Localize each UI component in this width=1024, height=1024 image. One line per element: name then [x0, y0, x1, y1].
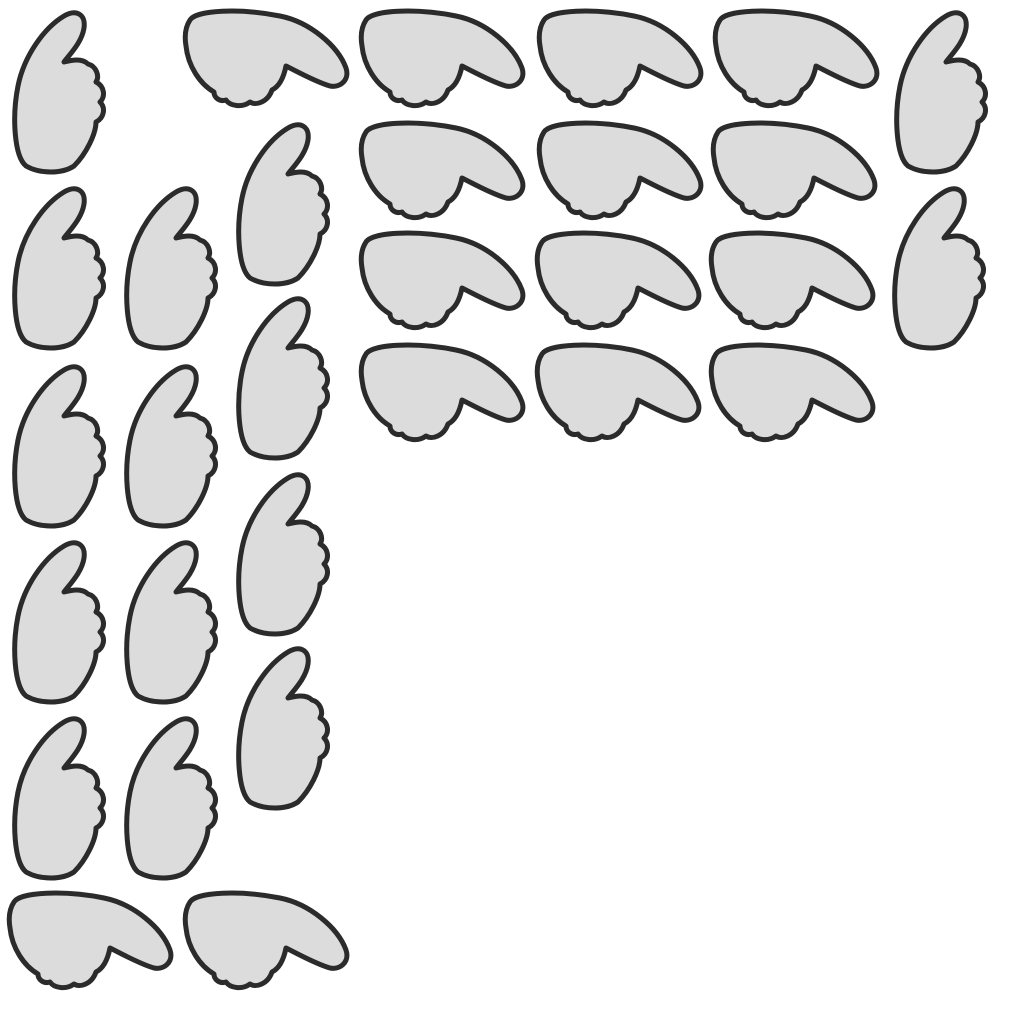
hand-pointing-up-icon: [12, 540, 106, 705]
hand-pointing-right-icon: [536, 120, 704, 221]
hand-pointing-right-icon: [6, 890, 174, 991]
hand-pointing-right-icon: [534, 342, 702, 443]
pointing-hand-icon: [228, 642, 336, 814]
pointing-hand-icon: [228, 468, 336, 640]
pointing-hand-icon: [116, 360, 224, 532]
pointing-hand-icon: [708, 118, 884, 226]
pointing-hand-icon: [532, 228, 708, 336]
pointing-hand-icon: [180, 888, 356, 996]
pointing-hand-icon: [116, 712, 224, 884]
pointing-hand-icon: [534, 118, 710, 226]
pointing-hand-icon: [4, 712, 112, 884]
hand-pointing-right-icon: [358, 230, 526, 331]
pointing-hand-icon: [228, 292, 336, 464]
pointing-hand-icon: [356, 6, 532, 114]
pointing-hand-icon: [710, 6, 886, 114]
pointing-hand-icon: [356, 118, 532, 226]
hand-pointing-right-icon: [708, 230, 876, 331]
hand-pointing-right-icon: [358, 120, 526, 221]
pointing-hand-icon: [4, 182, 112, 354]
pointing-hand-icon: [116, 536, 224, 708]
hand-pointing-up-icon: [236, 646, 330, 811]
pointing-hand-icon: [534, 6, 710, 114]
hand-pointing-up-icon: [12, 716, 106, 881]
hand-pointing-right-icon: [358, 8, 526, 109]
hand-pointing-right-icon: [712, 8, 880, 109]
pointing-hand-icon: [356, 340, 532, 448]
hand-pointing-up-icon: [12, 186, 106, 351]
hand-pointing-up-icon: [894, 10, 988, 175]
hand-pointing-up-icon: [892, 186, 986, 351]
hand-pointing-up-icon: [236, 122, 330, 287]
pointing-hand-icon: [532, 340, 708, 448]
hand-pointing-up-icon: [12, 364, 106, 529]
hand-pointing-up-icon: [124, 716, 218, 881]
pointing-hand-icon: [706, 228, 882, 336]
pointing-hand-icon: [886, 6, 994, 178]
hand-pointing-right-icon: [708, 342, 876, 443]
pointing-hand-icon: [116, 182, 224, 354]
hand-pointing-right-icon: [358, 342, 526, 443]
pointing-hand-icon: [356, 228, 532, 336]
hand-pointing-up-icon: [236, 296, 330, 461]
pointing-hand-icon: [884, 182, 992, 354]
hand-pointing-up-icon: [124, 186, 218, 351]
pointing-hand-icon: [4, 360, 112, 532]
hand-pointing-right-icon: [534, 230, 702, 331]
pointing-hand-icon: [4, 536, 112, 708]
pointing-hand-icon: [4, 888, 180, 996]
hand-pointing-right-icon: [536, 8, 704, 109]
hand-pointing-right-icon: [182, 890, 350, 991]
hand-pointing-up-icon: [124, 540, 218, 705]
pointing-hand-icon: [228, 118, 336, 290]
hand-pointing-up-icon: [12, 10, 106, 175]
pointing-hand-icon: [4, 6, 112, 178]
hand-pointing-up-icon: [236, 472, 330, 637]
pointing-hand-icon: [706, 340, 882, 448]
hand-pointing-up-icon: [124, 364, 218, 529]
hand-pointing-right-icon: [710, 120, 878, 221]
pointing-hand-icon: [180, 6, 356, 114]
hand-pointing-right-icon: [182, 8, 350, 109]
